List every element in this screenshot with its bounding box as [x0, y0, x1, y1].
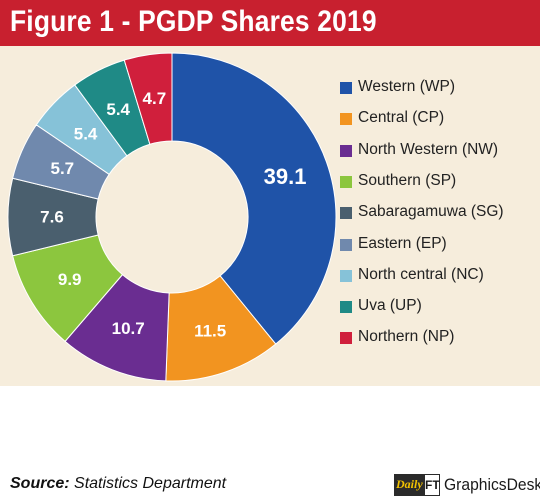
- legend-label: Northern (NP): [358, 328, 455, 346]
- source-note: Source: Statistics Department: [10, 475, 226, 493]
- donut-chart: 39.1 11.5 10.7 9.9 7.6 5.7 5.4 5.4 4.7: [7, 52, 337, 382]
- donut-slice: [123, 52, 173, 145]
- logo-mark: FT: [425, 475, 440, 495]
- legend-label: Western (WP): [358, 78, 456, 95]
- legend-label: Southern (SP): [358, 171, 457, 189]
- legend-swatch: [340, 175, 352, 188]
- legend-label: Sabaragamuwa (SG): [358, 203, 504, 221]
- credit-text: GraphicsDesk: [444, 475, 540, 494]
- slice-value-label: 9.9: [58, 270, 82, 289]
- legend-swatch: [340, 238, 352, 251]
- source-text: Statistics Department: [69, 475, 227, 492]
- chart-panel: 39.1 11.5 10.7 9.9 7.6 5.7 5.4 5.4 4.7: [0, 46, 540, 386]
- legend-swatch: [340, 332, 352, 345]
- donut-slice: [171, 52, 337, 345]
- legend-swatch: [340, 82, 352, 94]
- title-bar: Figure 1 - PGDP Shares 2019: [0, 0, 540, 46]
- legend-label: Uva (UP): [358, 297, 422, 315]
- slice-value-label: 10.7: [112, 319, 145, 338]
- logo-word: Daily: [396, 477, 423, 491]
- legend-swatch: [340, 301, 352, 314]
- legend-label: Central (CP): [358, 109, 445, 127]
- legend-swatch: [340, 113, 352, 126]
- source-label: Source:: [10, 475, 70, 492]
- legend-label: North central (NC): [358, 265, 484, 283]
- slice-value-label: 39.1: [264, 164, 307, 189]
- legend-label: Eastern (EP): [358, 234, 447, 252]
- dailyft-logo: Daily FT: [394, 474, 440, 496]
- slice-value-label: 5.4: [74, 124, 98, 143]
- legend-swatch: [340, 144, 352, 157]
- legend-swatch: [340, 269, 352, 282]
- slice-value-label: 4.7: [143, 89, 167, 108]
- legend-swatch: [340, 207, 352, 220]
- slice-value-label: 7.6: [40, 208, 64, 227]
- slice-value-label: 5.4: [106, 100, 130, 119]
- chart-title: Figure 1 - PGDP Shares 2019: [10, 5, 377, 38]
- slice-value-label: 11.5: [194, 321, 226, 340]
- slice-value-label: 5.7: [51, 159, 75, 178]
- legend-label: North Western (NW): [358, 140, 499, 158]
